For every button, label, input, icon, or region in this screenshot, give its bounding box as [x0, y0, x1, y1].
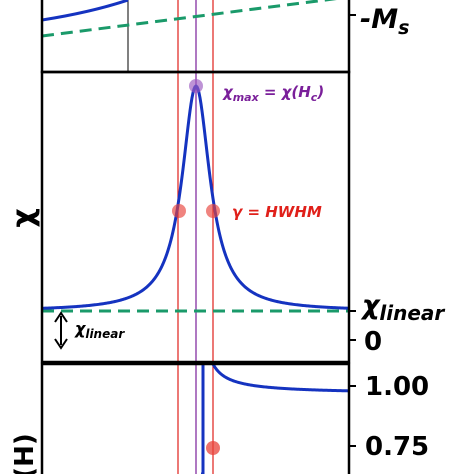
bottom-panel-frame	[40, 362, 351, 474]
top-magnetization-curve	[42, 0, 129, 22]
hwhm-marker-right	[206, 204, 220, 218]
top-linear-dashed-line	[42, 0, 338, 38]
peak-marker	[189, 79, 203, 93]
chi-max-annotation: χmax = χ(Hc)	[222, 83, 324, 104]
middle-y-axis-label: χ	[6, 208, 41, 227]
chi-linear-annotation: χlinear	[74, 319, 125, 341]
bot-tick-label-0-75: 0.75	[365, 432, 429, 462]
top-panel: -Ms	[42, 0, 409, 72]
hwhm-marker-left	[172, 204, 186, 218]
bottom-y-axis-label: (H)	[10, 433, 40, 474]
gamma-hwhm-annotation: γ = HWHM	[232, 203, 322, 221]
middle-panel-frame	[40, 70, 351, 364]
top-right-label-sub: s	[398, 17, 409, 39]
mid-tick-label-chi-linear: χlinear	[360, 290, 445, 325]
middle-panel: χmax = χ(Hc) γ = HWHM χlinear χ χlinear …	[6, 72, 445, 362]
bottom-curve	[201, 364, 349, 474]
bottom-panel: (H) 1.00 0.75	[10, 364, 429, 474]
mid-tick-label-zero: 0	[364, 327, 382, 357]
top-right-label: -Ms	[360, 4, 409, 39]
bot-tick-label-1-00: 1.00	[365, 372, 429, 402]
bottom-marker	[206, 441, 220, 455]
chi-linear-arrow	[54, 311, 68, 350]
